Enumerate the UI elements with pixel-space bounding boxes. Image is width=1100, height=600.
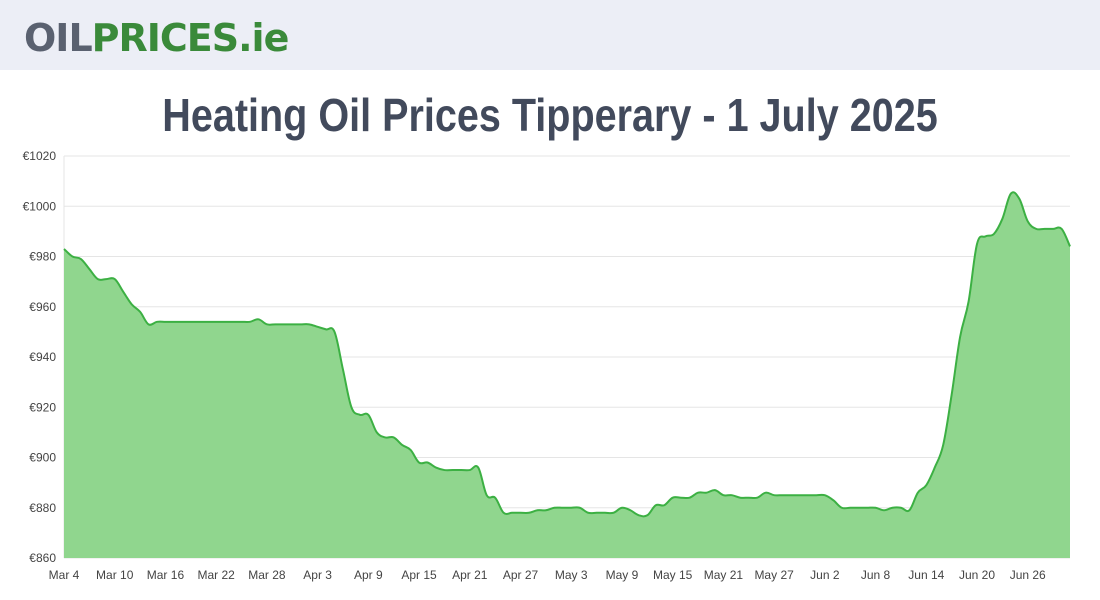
y-tick-label: €900 <box>29 451 56 465</box>
logo-part-ie: .ie <box>238 16 289 60</box>
x-tick-label: May 3 <box>555 568 588 582</box>
x-tick-label: Apr 15 <box>401 568 437 582</box>
x-tick-label: Mar 16 <box>147 568 185 582</box>
x-tick-label: Mar 22 <box>197 568 235 582</box>
price-line <box>63 191 1071 518</box>
x-tick-label: Jun 8 <box>861 568 891 582</box>
x-tick-label: Mar 10 <box>96 568 134 582</box>
x-tick-label: May 27 <box>754 568 794 582</box>
y-tick-label: €860 <box>29 551 56 565</box>
x-tick-label: May 9 <box>606 568 639 582</box>
y-tick-label: €980 <box>29 250 56 264</box>
page-title: Heating Oil Prices Tipperary - 1 July 20… <box>162 89 938 141</box>
y-tick-label: €1020 <box>23 149 57 163</box>
x-tick-label: Jun 2 <box>810 568 840 582</box>
price-area <box>64 192 1070 559</box>
logo-part-oil: OIL <box>24 16 93 60</box>
y-tick-label: €940 <box>29 350 56 364</box>
y-axis-ticks: €860 €880 €900 €920 €940 €960 €980 €1000 €1020 <box>23 149 57 565</box>
y-tick-label: €1000 <box>23 199 57 213</box>
x-tick-label: Apr 9 <box>354 568 383 582</box>
x-tick-label: Apr 21 <box>452 568 488 582</box>
x-tick-label: Apr 27 <box>503 568 539 582</box>
y-tick-label: €880 <box>29 501 56 515</box>
y-tick-label: €920 <box>29 400 56 414</box>
x-tick-label: Mar 4 <box>49 568 80 582</box>
x-tick-label: Apr 3 <box>303 568 332 582</box>
x-tick-label: Mar 28 <box>248 568 286 582</box>
logo-part-prices: PRICES <box>91 16 239 60</box>
x-tick-label: May 15 <box>653 568 693 582</box>
x-tick-label: May 21 <box>704 568 744 582</box>
site-logo[interactable]: OILPRICES.ie <box>24 14 289 62</box>
x-tick-label: Jun 26 <box>1010 568 1046 582</box>
x-axis-ticks: Mar 4 Mar 10 Mar 16 Mar 22 Mar 28 Apr 3 Apr 9 A… <box>49 568 1046 582</box>
x-tick-label: Jun 14 <box>908 568 944 582</box>
x-tick-label: Jun 20 <box>959 568 995 582</box>
y-tick-label: €960 <box>29 300 56 314</box>
site-header: OILPRICES.ie <box>0 0 1100 70</box>
